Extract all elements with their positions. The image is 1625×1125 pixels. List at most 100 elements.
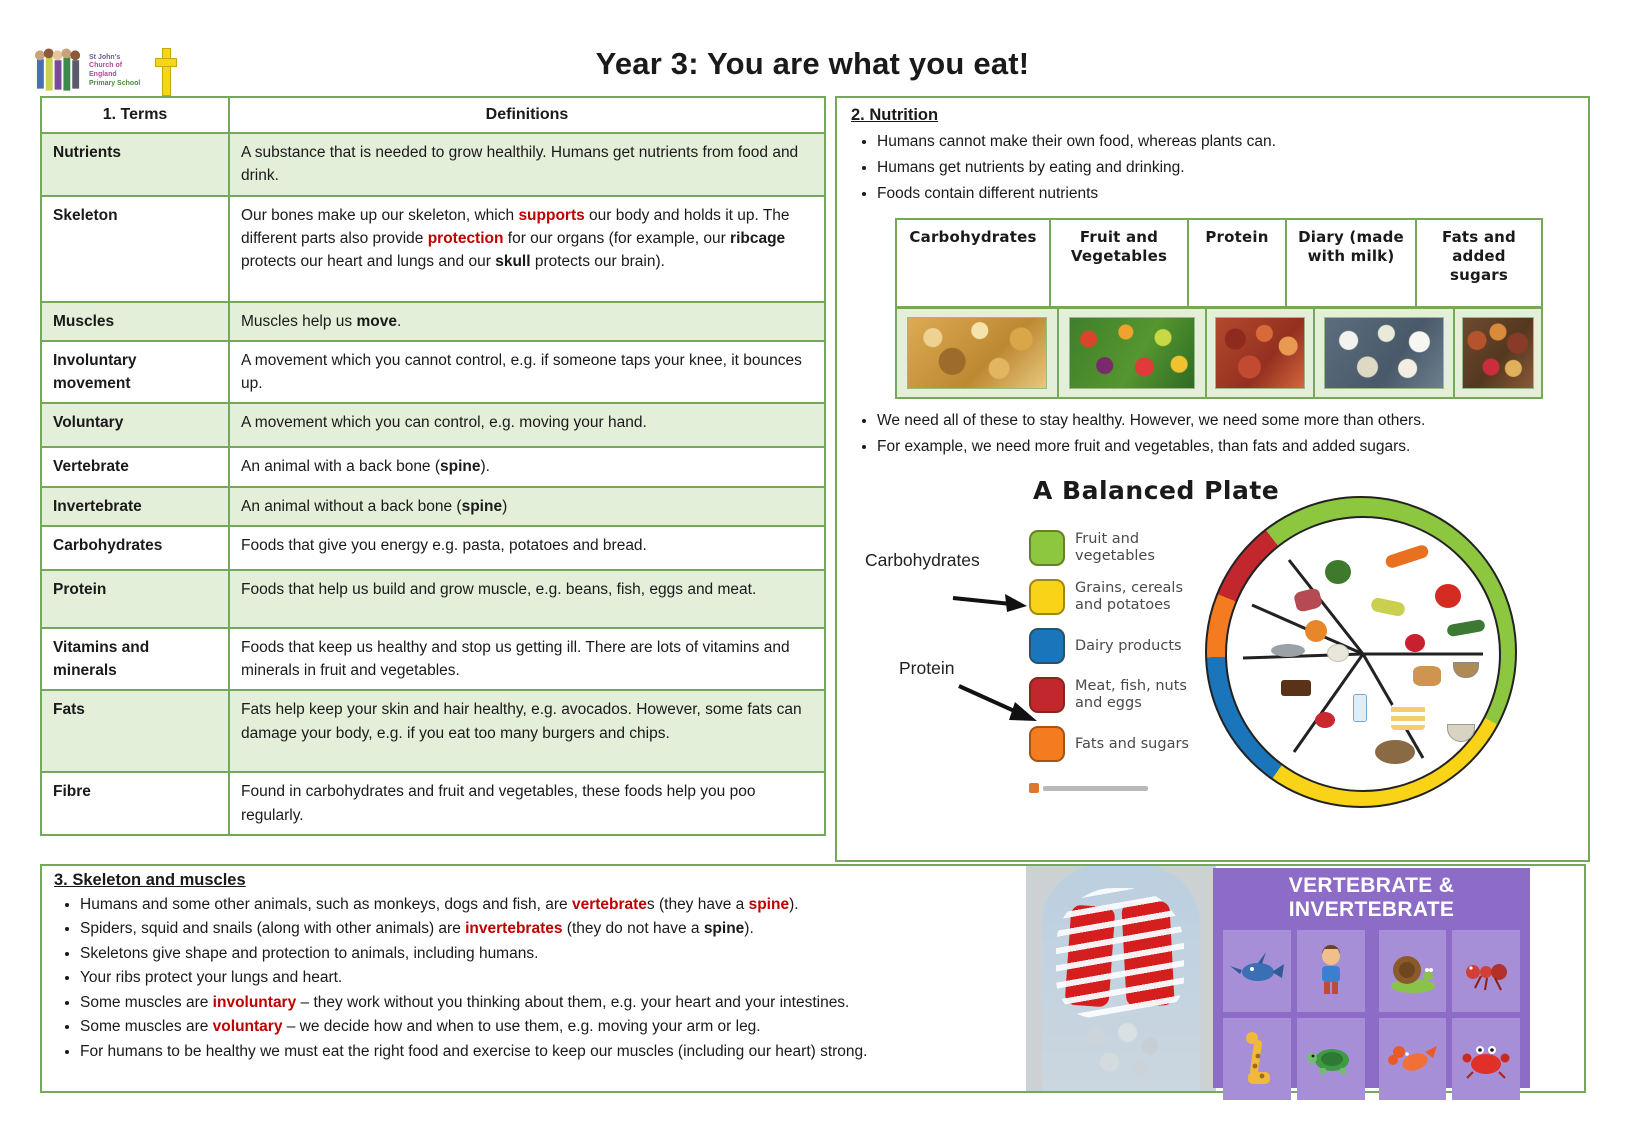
legend-label: Grains, cereals and potatoes <box>1075 580 1183 613</box>
invertebrates-group <box>1378 930 1520 1100</box>
definition-cell: Foods that give you energy e.g. pasta, p… <box>228 526 824 569</box>
legend-item: Fruit and vegetables <box>1029 530 1204 566</box>
vertebrate-invertebrate-poster: VERTEBRATE & INVERTEBRATE <box>1213 868 1530 1100</box>
berries-icon <box>1315 712 1335 728</box>
carbohydrates-photo <box>907 317 1047 390</box>
definition-cell: Foods that keep us healthy and stop us g… <box>228 628 824 690</box>
definition-cell: Fats help keep your skin and hair health… <box>228 691 824 772</box>
plate-legend: Fruit and vegetables Grains, cereals and… <box>1029 530 1204 793</box>
bullet-item: Foods contain different nutrients <box>877 182 1574 206</box>
bullet-item: Humans get nutrients by eating and drink… <box>877 156 1574 180</box>
milk-bottle-icon <box>1353 694 1367 722</box>
vertebrates-group <box>1223 930 1365 1100</box>
terms-table: 1. Terms Definitions Nutrients A substan… <box>40 96 826 836</box>
school-name: St John's Church of England Primary Scho… <box>89 53 141 87</box>
skeleton-bullet-list: Humans and some other animals, such as m… <box>54 893 1029 1064</box>
cherries-icon <box>1405 634 1425 652</box>
legend-label: Fruit and vegetables <box>1075 531 1155 564</box>
terms-table-header: 1. Terms Definitions <box>42 98 824 132</box>
balanced-plate-diagram <box>1205 496 1517 808</box>
legend-label: Meat, fish, nuts and eggs <box>1075 678 1187 711</box>
term-cell: Nutrients <box>53 144 122 161</box>
bullet-item: Some muscles are voluntary – we decide h… <box>80 1015 1029 1039</box>
plate-section-lines <box>1242 559 1483 759</box>
fruit-vegetables-photo <box>1068 317 1196 390</box>
definition-cell: Found in carbohydrates and fruit and veg… <box>228 773 824 834</box>
table-row: Vertebrate An animal with a back bone (s… <box>42 446 824 486</box>
table-row: Vitamins and minerals Foods that keep us… <box>42 626 824 690</box>
fats-sugars-photo <box>1462 317 1534 390</box>
bullet-item: Spiders, squid and snails (along with ot… <box>80 917 1029 941</box>
term-cell: Carbohydrates <box>53 536 163 554</box>
food-groups-table: Carbohydrates Fruit and Vegetables Prote… <box>895 218 1543 400</box>
food-group-header: Protein <box>1187 220 1285 307</box>
bullet-item: Some muscles are involuntary – they work… <box>80 991 1029 1015</box>
nutrition-bullet-list-2: We need all of these to stay healthy. Ho… <box>851 409 1574 459</box>
protein-arrow <box>958 684 1037 721</box>
garlic-icon <box>1327 644 1349 662</box>
carbohydrates-arrow <box>952 594 1027 612</box>
bullet-item: Humans cannot make their own food, where… <box>877 130 1574 154</box>
table-row: Involuntary movement A movement which yo… <box>42 339 824 403</box>
intestines-illustration <box>1078 1016 1168 1082</box>
grains-swatch <box>1029 579 1065 615</box>
term-cell: Vitamins and minerals <box>53 638 150 679</box>
food-groups-photo-row <box>897 306 1541 398</box>
bullet-item: For humans to be healthy we must eat the… <box>80 1040 1029 1064</box>
food-group-header: Fruit and Vegetables <box>1049 220 1187 307</box>
pasta-icon <box>1391 704 1425 730</box>
ribs-illustration <box>1056 888 1184 1018</box>
legend-item: Fats and sugars <box>1029 726 1204 762</box>
table-row: Voluntary A movement which you can contr… <box>42 402 824 447</box>
carbohydrates-callout-label: Carbohydrates <box>865 550 980 570</box>
term-cell: Invertebrate <box>53 497 142 515</box>
table-row: Fats Fats help keep your skin and hair h… <box>42 689 824 772</box>
definition-cell: A movement which you can control, e.g. m… <box>228 404 824 447</box>
term-cell: Vertebrate <box>53 458 129 476</box>
bullet-item: We need all of these to stay healthy. Ho… <box>877 409 1574 433</box>
lobster-icon <box>1388 1046 1438 1071</box>
ant-icon <box>1466 964 1508 991</box>
nutrition-heading: 2. Nutrition <box>851 106 939 124</box>
term-cell: Protein <box>53 580 107 598</box>
protein-callout-label: Protein <box>899 658 955 678</box>
balanced-plate-title: A Balanced Plate <box>1033 476 1280 505</box>
term-cell: Skeleton <box>53 206 118 224</box>
swordfish-icon <box>1229 952 1284 981</box>
fats-sugars-swatch <box>1029 726 1065 762</box>
definition-cell: Muscles help us move. <box>228 302 824 340</box>
food-group-header: Fats and added sugars <box>1415 220 1541 307</box>
table-row: Nutrients A substance that is needed to … <box>42 132 824 195</box>
bullet-item: Humans and some other animals, such as m… <box>80 893 1029 917</box>
definition-cell: A movement which you cannot control, e.g… <box>228 341 824 403</box>
table-row: Skeleton Our bones make up our skeleton,… <box>42 194 824 301</box>
term-cell: Fats <box>53 701 85 719</box>
definition-cell: Foods that help us build and grow muscle… <box>228 570 824 627</box>
legend-label: Dairy products <box>1075 637 1182 654</box>
definition-cell: A substance that is needed to grow healt… <box>228 134 824 195</box>
bread-icon <box>1413 666 1441 686</box>
tomatoes-icon <box>1435 584 1461 608</box>
table-row: Carbohydrates Foods that give you energy… <box>42 524 824 569</box>
definitions-header-cell: Definitions <box>228 98 824 132</box>
crab-icon <box>1462 1046 1510 1079</box>
nutrition-panel: 2. Nutrition Humans cannot make their ow… <box>835 96 1590 862</box>
page-title: Year 3: You are what you eat! <box>595 46 1030 81</box>
term-cell: Muscles <box>53 312 115 330</box>
term-cell: Voluntary <box>53 414 124 432</box>
table-row: Invertebrate An animal without a back bo… <box>42 485 824 525</box>
cross-icon <box>155 48 178 96</box>
poster-title: VERTEBRATE & INVERTEBRATE <box>1288 874 1455 921</box>
boy-icon <box>1321 945 1340 994</box>
chocolate-icon <box>1281 680 1311 696</box>
meat-fish-swatch <box>1029 677 1065 713</box>
table-row: Muscles Muscles help us move. <box>42 300 824 340</box>
legend-item: Grains, cereals and potatoes <box>1029 579 1204 615</box>
turtle-icon <box>1306 1049 1349 1074</box>
food-group-header: Carbohydrates <box>909 228 1037 247</box>
bullet-item: Skeletons give shape and protection to a… <box>80 942 1029 966</box>
dairy-photo <box>1324 317 1444 390</box>
legend-item: Dairy products <box>1029 628 1204 664</box>
definition-cell: An animal with a back bone (spine). <box>228 448 824 486</box>
bullet-item: For example, we need more fruit and vege… <box>877 435 1574 459</box>
